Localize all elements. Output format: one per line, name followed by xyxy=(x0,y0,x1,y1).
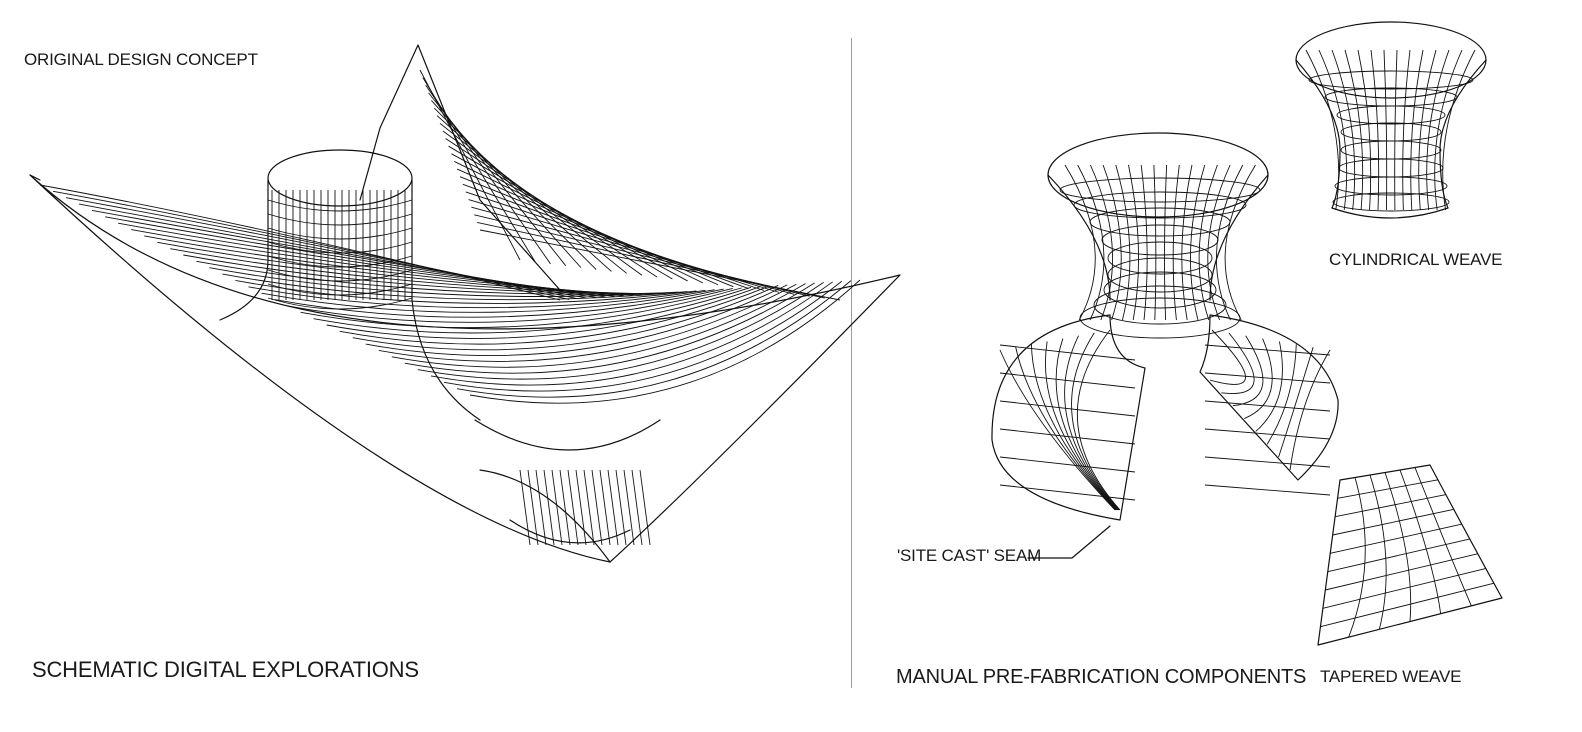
seam-leader-line xyxy=(1027,525,1111,559)
tapered-weave-component xyxy=(1317,464,1503,646)
tapered-weave-label: TAPERED WEAVE xyxy=(1320,667,1462,686)
panel-divider xyxy=(851,38,852,688)
right-section-title: MANUAL PRE-FABRICATION COMPONENTS xyxy=(896,666,1307,688)
concept-lattice-tower xyxy=(219,149,481,421)
left-section-title: SCHEMATIC DIGITAL EXPLORATIONS xyxy=(32,657,419,682)
concept-title: ORIGINAL DESIGN CONCEPT xyxy=(24,50,258,69)
cylindrical-weave-component xyxy=(1295,21,1487,219)
seam-callout-label: 'SITE CAST' SEAM xyxy=(897,546,1042,565)
cylindrical-weave-label: CYLINDRICAL WEAVE xyxy=(1329,250,1503,269)
concept-wireframe-surface xyxy=(29,44,901,563)
split-hyperboloid-component xyxy=(991,132,1339,521)
